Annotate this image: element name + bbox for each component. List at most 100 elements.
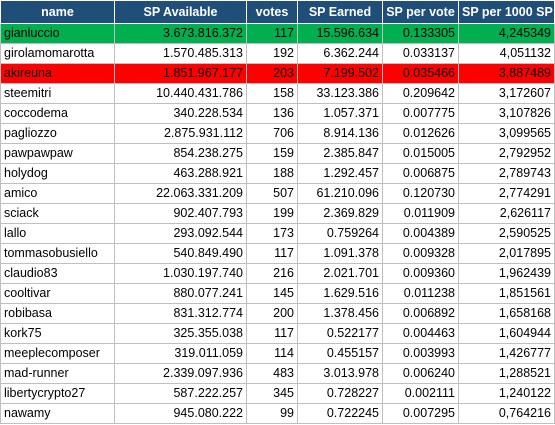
cell-name: steemitri	[0, 83, 115, 104]
cell-sp-per-vote: 0.004463	[382, 323, 459, 344]
cell-votes: 99	[246, 403, 298, 424]
cell-sp-per-vote: 0.120730	[382, 183, 459, 204]
cell-sp-per-vote: 0.009328	[382, 243, 459, 264]
table-row: pawpawpaw 854.238.275 159 2.385.847 0.015005…	[0, 143, 555, 164]
cell-sp-earned: 1.629.516	[297, 283, 383, 304]
header-sp-per-1000: SP per 1000 SP	[458, 0, 555, 24]
cell-name: pawpawpaw	[0, 143, 115, 164]
table-row: mad-runner 2.339.097.936 483 3.013.978 0.006…	[0, 363, 555, 384]
cell-sp-per-vote: 0.003993	[382, 343, 459, 364]
cell-sp-per-vote: 0.007295	[382, 403, 459, 424]
cell-sp-per-vote: 0.002111	[382, 383, 459, 404]
cell-name: claudio83	[0, 263, 115, 284]
cell-sp-per-1000: 3,107826	[458, 103, 555, 124]
cell-sp-per-1000: 2,626117	[458, 203, 555, 224]
cell-sp-per-1000: 1,851561	[458, 283, 555, 304]
table-row: nawamy 945.080.222 99 0.722245 0.007295 0,764…	[0, 403, 555, 424]
cell-votes: 158	[246, 83, 298, 104]
cell-sp-per-1000: 4,245349	[458, 23, 555, 44]
cell-sp-per-1000: 3,887489	[458, 63, 555, 84]
table-row: meeplecomposer 319.011.059 114 0.455157 0.00…	[0, 343, 555, 364]
cell-votes: 117	[246, 23, 298, 44]
cell-name: akireuna	[0, 63, 115, 84]
cell-sp-per-vote: 0.133305	[382, 23, 459, 44]
cell-sp-earned: 33.123.386	[297, 83, 383, 104]
cell-sp-per-1000: 4,051132	[458, 43, 555, 64]
header-sp-per-vote: SP per vote	[382, 0, 459, 24]
cell-votes: 507	[246, 183, 298, 204]
cell-sp-earned: 61.210.096	[297, 183, 383, 204]
cell-votes: 483	[246, 363, 298, 384]
cell-sp-available: 2.339.097.936	[114, 363, 247, 384]
cell-votes: 117	[246, 243, 298, 264]
cell-votes: 114	[246, 343, 298, 364]
cell-sp-available: 2.875.931.112	[114, 123, 247, 144]
cell-sp-per-1000: 1,240122	[458, 383, 555, 404]
table-row: tommasobusiello 540.849.490 117 1.091.378 0.…	[0, 243, 555, 264]
cell-sp-per-vote: 0.011238	[382, 283, 459, 304]
cell-sp-per-1000: 1,658168	[458, 303, 555, 324]
cell-sp-available: 831.312.774	[114, 303, 247, 324]
table-row: cooltivar 880.077.241 145 1.629.516 0.011238…	[0, 283, 555, 304]
cell-sp-available: 1.851.967.177	[114, 63, 247, 84]
cell-sp-earned: 8.914.136	[297, 123, 383, 144]
cell-sp-available: 902.407.793	[114, 203, 247, 224]
cell-sp-earned: 1.292.457	[297, 163, 383, 184]
header-sp-earned: SP Earned	[297, 0, 383, 24]
table-body: gianluccio 3.673.816.372 117 15.596.634 0.13…	[0, 23, 555, 424]
cell-sp-available: 463.288.921	[114, 163, 247, 184]
cell-votes: 200	[246, 303, 298, 324]
cell-sp-available: 540.849.490	[114, 243, 247, 264]
table-row: gianluccio 3.673.816.372 117 15.596.634 0.13…	[0, 23, 555, 44]
cell-name: lallo	[0, 223, 115, 244]
cell-sp-available: 3.673.816.372	[114, 23, 247, 44]
table-row: kork75 325.355.038 117 0.522177 0.004463 1,60…	[0, 323, 555, 344]
cell-votes: 216	[246, 263, 298, 284]
cell-votes: 706	[246, 123, 298, 144]
table-row: coccodema 340.228.534 136 1.057.371 0.007775…	[0, 103, 555, 124]
cell-sp-earned: 0.728227	[297, 383, 383, 404]
cell-sp-per-1000: 2,792952	[458, 143, 555, 164]
cell-sp-available: 854.238.275	[114, 143, 247, 164]
cell-name: girolamomarotta	[0, 43, 115, 64]
cell-votes: 345	[246, 383, 298, 404]
cell-sp-earned: 0.722245	[297, 403, 383, 424]
table-row: claudio83 1.030.197.740 216 2.021.701 0.0093…	[0, 263, 555, 284]
cell-sp-per-vote: 0.004389	[382, 223, 459, 244]
cell-sp-per-1000: 3,099565	[458, 123, 555, 144]
cell-sp-available: 293.092.544	[114, 223, 247, 244]
table-row: lallo 293.092.544 173 0.759264 0.004389 2,590…	[0, 223, 555, 244]
cell-votes: 136	[246, 103, 298, 124]
table-row: libertycrypto27 587.222.257 345 0.728227 0.0…	[0, 383, 555, 404]
cell-votes: 188	[246, 163, 298, 184]
cell-sp-available: 340.228.534	[114, 103, 247, 124]
cell-sp-earned: 0.759264	[297, 223, 383, 244]
cell-sp-earned: 1.378.456	[297, 303, 383, 324]
cell-sp-earned: 3.013.978	[297, 363, 383, 384]
cell-name: kork75	[0, 323, 115, 344]
cell-sp-available: 319.011.059	[114, 343, 247, 364]
cell-sp-earned: 2.385.847	[297, 143, 383, 164]
cell-sp-earned: 1.091.378	[297, 243, 383, 264]
cell-name: meeplecomposer	[0, 343, 115, 364]
cell-sp-per-vote: 0.009360	[382, 263, 459, 284]
cell-sp-earned: 6.362.244	[297, 43, 383, 64]
cell-sp-earned: 0.455157	[297, 343, 383, 364]
table-row: pagliozzo 2.875.931.112 706 8.914.136 0.0126…	[0, 123, 555, 144]
cell-name: sciack	[0, 203, 115, 224]
cell-sp-per-vote: 0.012626	[382, 123, 459, 144]
cell-sp-available: 1.570.485.313	[114, 43, 247, 64]
cell-sp-available: 1.030.197.740	[114, 263, 247, 284]
cell-sp-per-1000: 1,426777	[458, 343, 555, 364]
cell-sp-per-1000: 1,962439	[458, 263, 555, 284]
cell-sp-per-vote: 0.209642	[382, 83, 459, 104]
cell-name: tommasobusiello	[0, 243, 115, 264]
cell-name: robibasa	[0, 303, 115, 324]
cell-votes: 159	[246, 143, 298, 164]
cell-sp-earned: 0.522177	[297, 323, 383, 344]
cell-sp-per-1000: 2,774291	[458, 183, 555, 204]
header-name: name	[0, 0, 115, 24]
cell-sp-per-1000: 3,172607	[458, 83, 555, 104]
cell-sp-earned: 7.199.502	[297, 63, 383, 84]
